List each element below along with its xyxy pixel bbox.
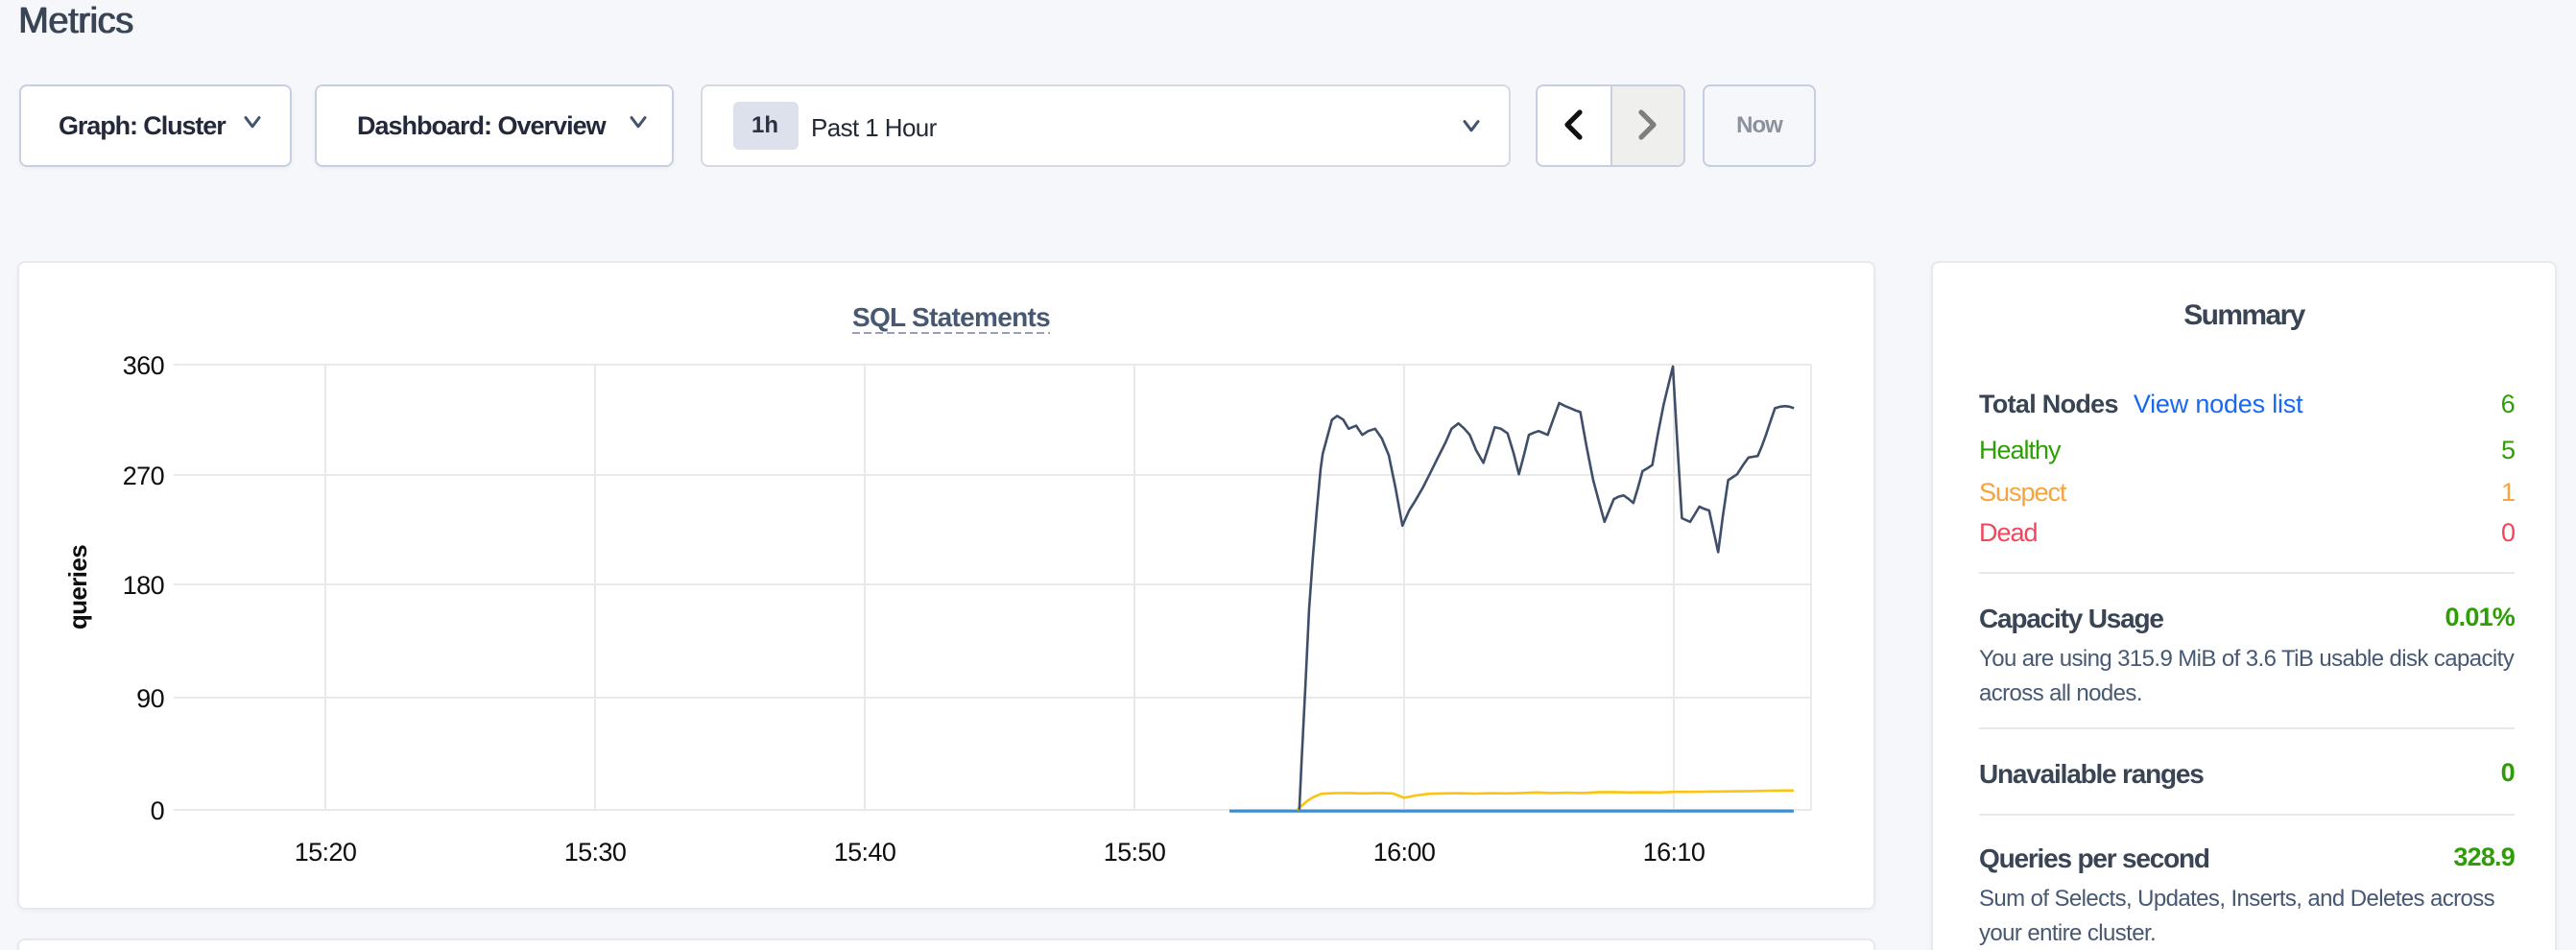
svg-text:15:50: 15:50	[1104, 838, 1166, 867]
svg-text:queries: queries	[63, 545, 92, 629]
svg-text:16:00: 16:00	[1373, 838, 1436, 867]
svg-text:270: 270	[123, 462, 164, 490]
svg-text:0: 0	[151, 796, 164, 825]
svg-text:360: 360	[123, 351, 164, 380]
svg-text:15:40: 15:40	[834, 838, 896, 867]
svg-text:16:10: 16:10	[1643, 838, 1705, 867]
svg-text:15:30: 15:30	[564, 838, 627, 867]
svg-text:15:20: 15:20	[295, 838, 357, 867]
svg-text:180: 180	[123, 571, 164, 600]
svg-text:90: 90	[136, 684, 164, 713]
